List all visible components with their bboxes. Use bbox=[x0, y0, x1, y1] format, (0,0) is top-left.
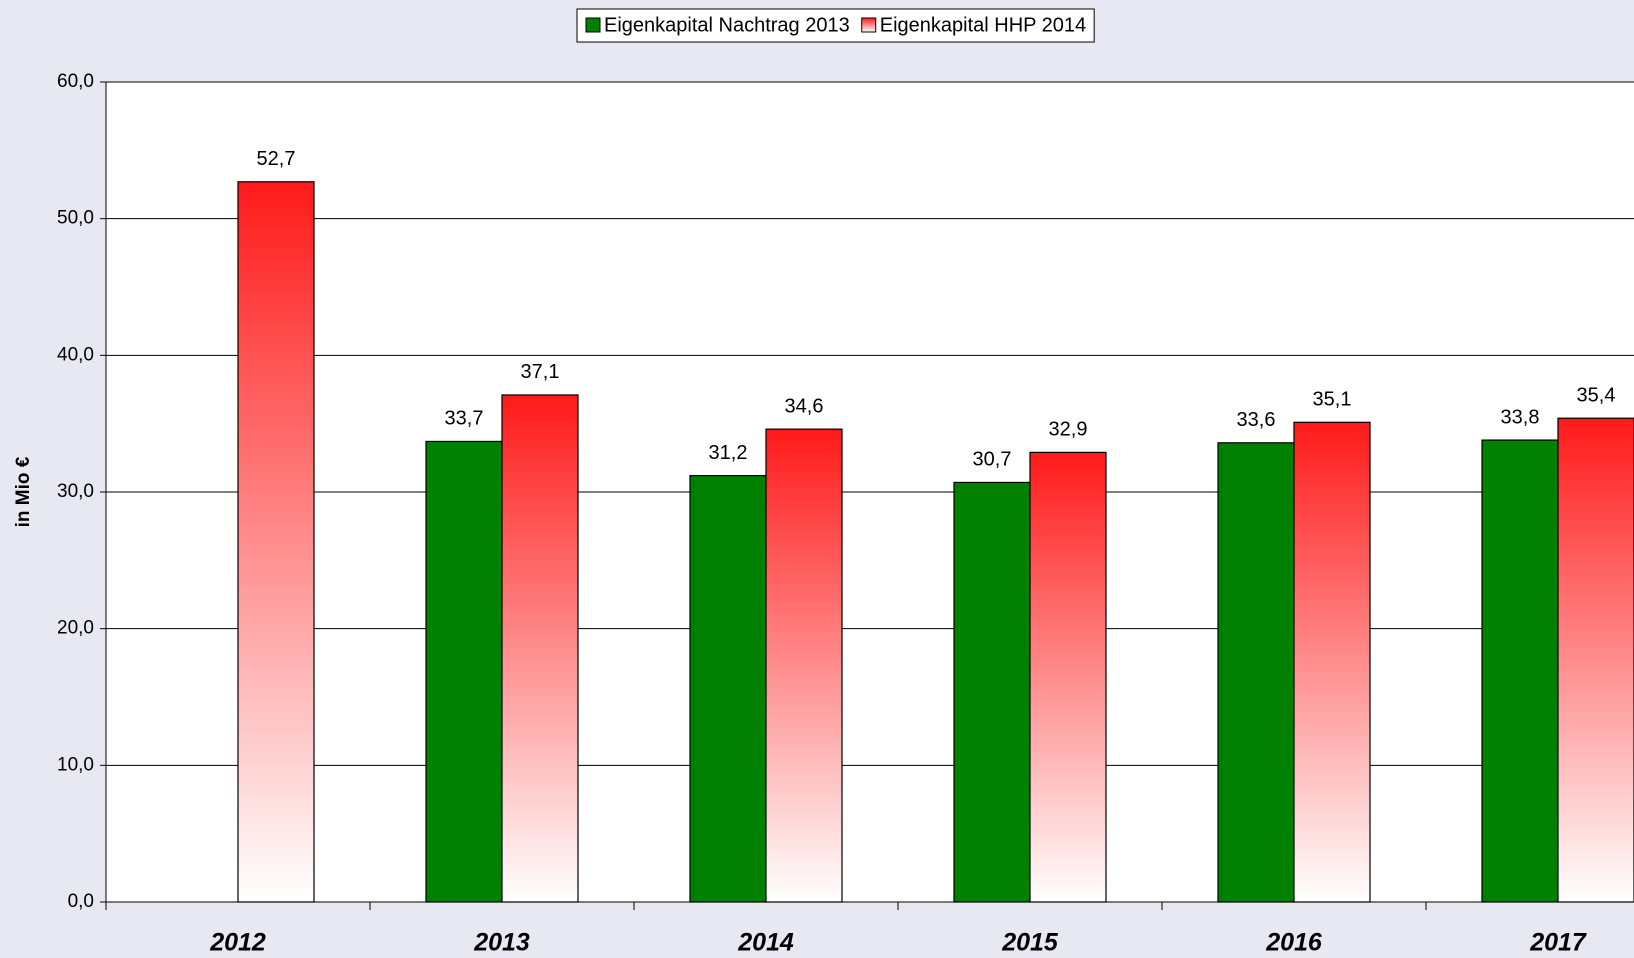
y-tick-label: 30,0 bbox=[57, 481, 94, 502]
bar bbox=[501, 394, 579, 903]
value-label: 52,7 bbox=[257, 148, 296, 170]
y-tick-label: 60,0 bbox=[57, 71, 94, 92]
x-tick-label: 2016 bbox=[1265, 929, 1323, 957]
value-label: 32,9 bbox=[1049, 419, 1088, 441]
value-label: 35,1 bbox=[1313, 389, 1352, 411]
legend-label: Eigenkapital Nachtrag 2013 bbox=[604, 14, 850, 36]
y-axis-label: in Mio € bbox=[13, 456, 34, 527]
bar bbox=[953, 481, 1031, 903]
y-tick-label: 40,0 bbox=[57, 344, 94, 365]
bar bbox=[1557, 417, 1634, 903]
value-label: 35,4 bbox=[1577, 384, 1616, 406]
x-tick-label: 2014 bbox=[737, 929, 794, 957]
bar bbox=[1481, 439, 1559, 903]
value-label: 37,1 bbox=[521, 361, 560, 383]
value-label: 34,6 bbox=[785, 395, 824, 417]
value-label: 33,6 bbox=[1237, 409, 1276, 431]
value-label: 33,7 bbox=[445, 408, 484, 430]
x-tick-label: 2017 bbox=[1529, 929, 1587, 957]
legend-swatch bbox=[861, 17, 877, 33]
bar bbox=[425, 440, 503, 903]
bar bbox=[765, 428, 843, 903]
bar bbox=[1217, 442, 1295, 903]
y-tick-label: 0,0 bbox=[68, 891, 94, 912]
bar bbox=[1029, 451, 1107, 903]
y-tick-label: 20,0 bbox=[57, 618, 94, 639]
y-tick-label: 50,0 bbox=[57, 208, 94, 229]
value-label: 33,8 bbox=[1501, 406, 1540, 428]
y-tick-label: 10,0 bbox=[57, 754, 94, 775]
legend-label: Eigenkapital HHP 2014 bbox=[880, 14, 1086, 36]
bar bbox=[237, 181, 315, 903]
legend-swatch bbox=[585, 17, 601, 33]
value-label: 31,2 bbox=[709, 442, 748, 464]
x-tick-label: 2015 bbox=[1001, 929, 1059, 957]
x-tick-label: 2012 bbox=[209, 929, 266, 957]
value-label: 30,7 bbox=[973, 449, 1012, 471]
bar bbox=[1293, 421, 1371, 903]
bar bbox=[689, 475, 767, 903]
legend-box bbox=[576, 8, 1095, 43]
x-tick-label: 2013 bbox=[473, 929, 530, 957]
